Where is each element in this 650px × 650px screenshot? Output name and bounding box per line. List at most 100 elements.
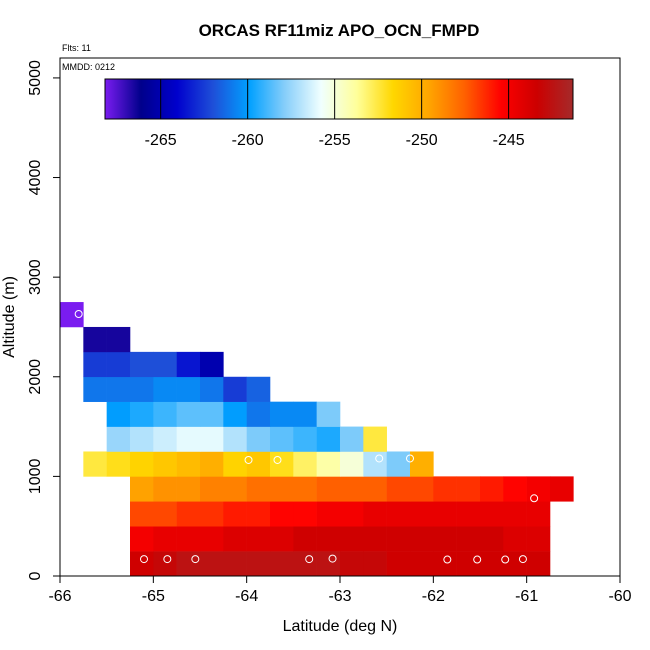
date-annotation: MMDD: 0212 — [62, 62, 115, 72]
colorbar-tick-label: -245 — [493, 132, 525, 149]
y-axis-label: Altitude (m) — [1, 276, 18, 358]
heatmap-cell — [83, 376, 107, 402]
heatmap-cell — [130, 401, 154, 427]
heatmap-cell — [503, 551, 527, 577]
heatmap-cell — [316, 426, 341, 452]
x-tick-label: -62 — [422, 588, 445, 605]
heatmap-cell — [246, 401, 271, 427]
heatmap-cell — [153, 401, 177, 427]
heatmap-cell — [200, 401, 224, 427]
heatmap-cell — [153, 501, 177, 527]
heatmap-cell — [176, 451, 201, 477]
heatmap-cell — [363, 501, 387, 527]
heatmap-cell — [223, 376, 247, 402]
heatmap-cell — [293, 476, 317, 502]
heatmap-cell — [410, 501, 434, 527]
heatmap-cell — [200, 451, 224, 477]
heatmap-cell — [363, 476, 387, 502]
observation-point — [140, 555, 148, 564]
heatmap-cell — [293, 451, 317, 477]
heatmap-cell — [270, 426, 294, 452]
observation-point — [406, 454, 414, 463]
x-tick-label: -64 — [235, 588, 258, 605]
heatmap-cell — [200, 426, 224, 452]
heatmap-cell — [200, 526, 224, 552]
heatmap-cell — [200, 351, 224, 378]
heatmap-cell — [223, 426, 247, 452]
heatmap-cell — [433, 526, 457, 552]
heatmap-cell — [176, 551, 201, 577]
heatmap-cell — [410, 476, 434, 502]
heatmap-cell — [386, 501, 411, 527]
heatmap-cell — [363, 551, 387, 577]
heatmap-cell — [176, 501, 201, 527]
flights-annotation: Flts: 11 — [62, 43, 91, 53]
heatmap-cell — [153, 551, 177, 577]
heatmap-cell — [270, 401, 294, 427]
y-tick-label: 5000 — [27, 60, 44, 96]
colorbar-tick-label: -265 — [145, 132, 177, 149]
heatmap-cell — [130, 526, 154, 552]
observation-point — [443, 555, 452, 564]
heatmap-cell — [316, 501, 341, 527]
heatmap-cell — [410, 551, 434, 577]
heatmap-cell — [246, 426, 271, 452]
colorbar-tick-label: -260 — [232, 132, 264, 149]
heatmap-cell — [363, 526, 387, 552]
heatmap-cell — [316, 551, 341, 577]
heatmap-cell — [386, 526, 411, 552]
y-tick-label: 4000 — [27, 160, 44, 196]
x-tick-label: -60 — [608, 588, 631, 605]
heatmap-cell — [340, 476, 364, 502]
heatmap-cell — [526, 501, 551, 527]
heatmap-cell — [433, 551, 457, 577]
heatmap-cell — [153, 526, 177, 552]
heatmap-cell — [456, 501, 481, 527]
heatmap-cell — [480, 526, 504, 552]
heatmap-cell — [246, 451, 271, 477]
observation-point — [375, 454, 384, 463]
heatmap-cell — [340, 551, 364, 577]
heatmap-cell — [130, 351, 154, 378]
heatmap-cell — [293, 401, 317, 427]
heatmap-cell — [130, 501, 154, 527]
observation-point — [518, 555, 527, 564]
heatmap-cell — [106, 401, 131, 427]
heatmap-cell — [480, 501, 504, 527]
heatmap-cell — [503, 526, 527, 552]
y-axis-ticks: 0 1000 2000 3000 4000 5000 — [27, 60, 60, 580]
observation-point — [530, 494, 539, 503]
heatmap-cell — [83, 451, 107, 477]
observation-point — [244, 455, 253, 464]
heatmap-cell — [386, 476, 411, 502]
heatmap-cell — [503, 501, 527, 527]
colorbar: -265 -260 -255 -250 -245 — [104, 78, 574, 149]
heatmap-cell — [340, 501, 364, 527]
y-tick-label: 2000 — [27, 359, 44, 395]
heatmap-cell — [246, 551, 271, 577]
observation-point — [191, 555, 200, 564]
heatmap-cell — [153, 476, 177, 502]
chart-title: ORCAS RF11miz APO_OCN_FMPD — [199, 21, 480, 40]
heatmap-cell — [433, 476, 457, 502]
x-axis-label: Latitude (deg N) — [283, 618, 398, 635]
heatmap-cell — [200, 501, 224, 527]
x-tick-label: -66 — [48, 588, 71, 605]
heatmap-cell — [106, 451, 131, 477]
heatmap-cell — [176, 476, 201, 502]
heatmap-cell — [340, 451, 364, 477]
observation-point — [163, 555, 172, 564]
x-tick-label: -63 — [328, 588, 351, 605]
heatmap-cell — [480, 551, 504, 577]
heatmap-cell — [83, 326, 107, 353]
heatmap-cell — [526, 551, 551, 577]
heatmap-cell — [456, 476, 481, 502]
observation-point — [305, 555, 314, 564]
heatmap-cell — [270, 526, 294, 552]
heatmap-cell — [456, 526, 481, 552]
heatmap-cell — [316, 401, 341, 427]
observation-point — [74, 310, 83, 319]
heatmap-cell — [246, 526, 271, 552]
x-axis-ticks: -66 -65 -64 -63 -62 -61 -60 — [48, 576, 632, 605]
